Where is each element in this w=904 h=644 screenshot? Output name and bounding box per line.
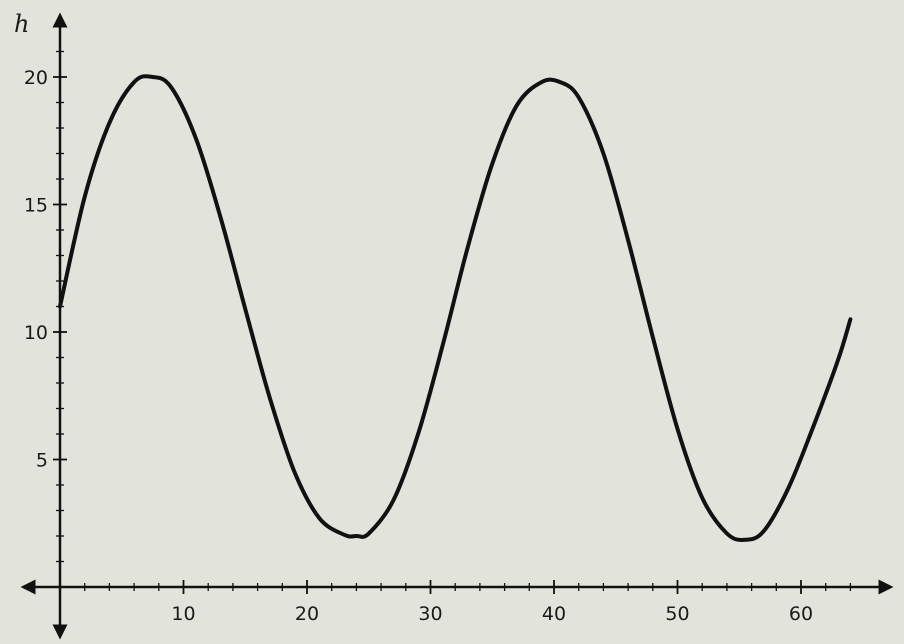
y-tick-label: 5: [36, 450, 48, 472]
series-line: [58, 74, 853, 543]
x-tick-label: 40: [542, 603, 566, 625]
y-tick-label: 20: [24, 67, 48, 89]
x-tick-label: 10: [171, 603, 195, 625]
y-tick-label: 15: [24, 195, 48, 217]
y-axis-title: h: [14, 10, 29, 38]
x-tick-label: 20: [295, 603, 319, 625]
x-tick-label: 60: [789, 603, 813, 625]
x-tick-label: 30: [418, 603, 442, 625]
x-tick-label: 50: [665, 603, 689, 625]
y-tick-label: 10: [24, 322, 48, 344]
